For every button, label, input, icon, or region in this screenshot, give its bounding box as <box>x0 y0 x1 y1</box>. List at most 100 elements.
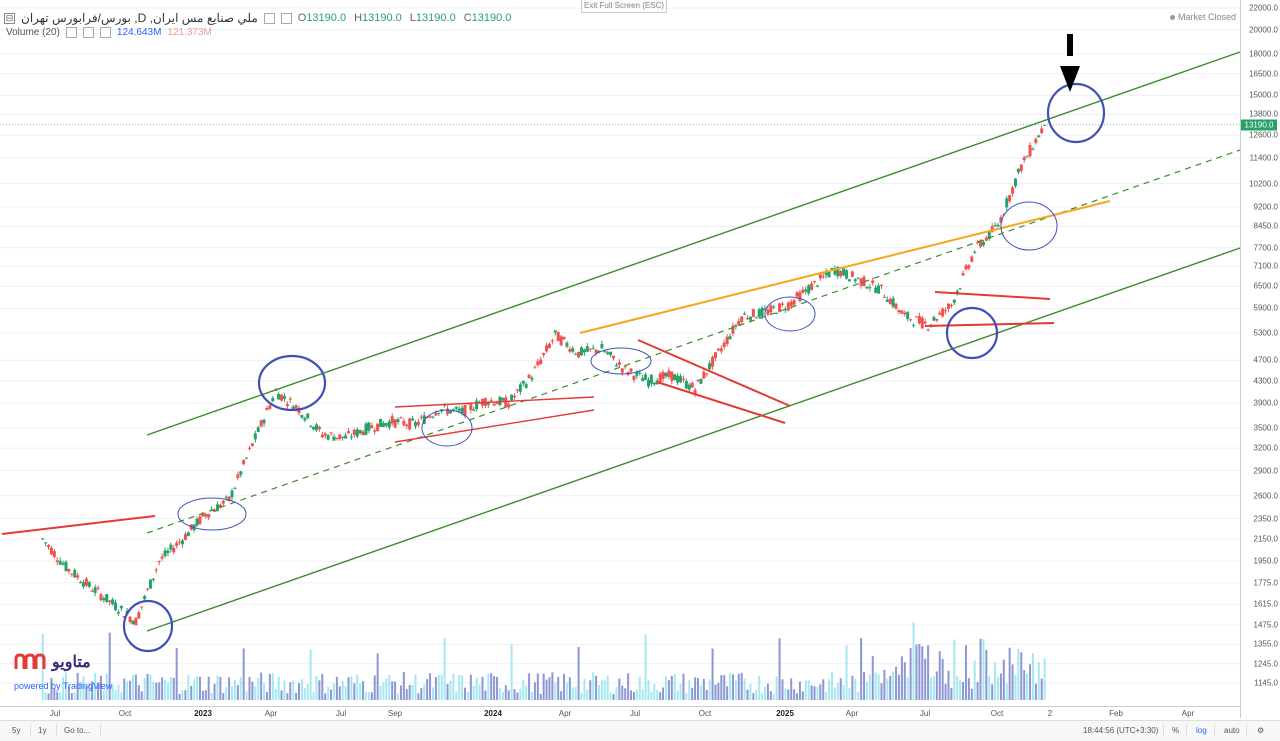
candle-body <box>588 348 592 350</box>
volume-bar <box>321 673 324 700</box>
settings-icon[interactable] <box>65 27 77 38</box>
visibility-icon[interactable] <box>280 12 292 24</box>
candle-body <box>970 256 974 262</box>
candle-body <box>195 518 199 526</box>
volume-bar <box>627 673 630 700</box>
volume-bar <box>691 687 694 700</box>
log-toggle[interactable]: log <box>1196 726 1207 735</box>
volume-bar <box>82 676 85 700</box>
candle-body <box>772 306 776 308</box>
candle-body <box>958 288 962 290</box>
candle-body <box>183 534 187 540</box>
candle-body <box>641 378 645 382</box>
candle-body <box>530 377 534 380</box>
volume-bar <box>245 691 248 700</box>
volume-bar <box>257 677 260 700</box>
volume-bar <box>222 693 225 700</box>
candle-body <box>1022 157 1026 160</box>
volume-bar <box>1005 683 1008 700</box>
candle-body <box>52 551 56 558</box>
candle-body <box>224 496 228 498</box>
candle-body <box>944 310 948 312</box>
candle-body <box>399 417 403 419</box>
candle-body <box>914 316 918 318</box>
candle-body <box>376 423 380 432</box>
candle-body <box>102 598 106 601</box>
powered-by[interactable]: powered by TradingView <box>14 681 113 691</box>
candle-body <box>987 230 991 239</box>
candle-body <box>600 344 604 349</box>
candle-body <box>780 303 784 305</box>
candle-body <box>186 532 190 537</box>
candle-body <box>603 350 607 353</box>
volume-bar <box>877 674 880 700</box>
price-axis[interactable]: 22000.0 20000.0 18000.0 16500.0 15000.0 13800… <box>1240 0 1280 718</box>
candle-body <box>76 575 80 578</box>
time-axis[interactable]: Jul Oct 2023 Apr Jul Sep 2024 Apr Jul Oct 2025 Apr J… <box>0 706 1240 721</box>
candle-body <box>227 496 231 502</box>
volume-bar <box>516 692 519 700</box>
volume-bar <box>930 677 933 700</box>
volume-bar <box>729 673 732 700</box>
auto-toggle[interactable]: auto <box>1224 726 1240 735</box>
settings-icon[interactable]: ⚙ <box>1257 726 1265 735</box>
volume-bar <box>364 691 367 700</box>
candle-body <box>582 349 586 353</box>
volume-bar <box>595 675 598 700</box>
candle-body <box>99 594 103 601</box>
highlight-circle <box>1000 201 1058 251</box>
collapse-icon[interactable]: ⊟ <box>4 12 15 24</box>
volume-bar <box>59 692 62 700</box>
volume-bar <box>895 666 898 700</box>
volume-bar <box>667 680 670 700</box>
close-icon[interactable] <box>99 27 111 38</box>
price-tick-label: 4700.0 <box>1253 355 1278 365</box>
candle-body <box>833 268 837 275</box>
volume-bar <box>236 685 239 700</box>
candle-body <box>792 300 796 305</box>
volume-bar <box>740 672 743 700</box>
volume-bar <box>976 682 979 700</box>
pattern-line <box>394 409 595 443</box>
visibility-icon[interactable] <box>82 27 94 38</box>
candle-body <box>705 373 709 375</box>
candle-body <box>58 560 62 565</box>
range-5y-button[interactable]: 5y <box>12 726 21 735</box>
status-dot-icon <box>1169 15 1175 20</box>
settings-icon[interactable] <box>263 12 275 24</box>
candle-body <box>842 268 846 276</box>
volume-bar <box>1031 653 1034 700</box>
volume-bar <box>880 683 883 700</box>
candle-body <box>679 376 683 383</box>
candle-body <box>577 351 581 358</box>
candle-body <box>49 547 53 555</box>
volume-bar <box>688 680 691 700</box>
goto-button[interactable]: Go to... <box>64 726 91 735</box>
volume-bar <box>347 677 350 700</box>
volume-bar <box>117 684 120 700</box>
pattern-line <box>924 322 1055 327</box>
candle-body <box>265 407 269 411</box>
price-tick-label: 20000.0 <box>1249 25 1278 35</box>
volume-bar <box>417 693 420 700</box>
candle-body <box>329 432 333 434</box>
candle-body <box>649 374 653 384</box>
volume-bar <box>289 682 292 700</box>
volume-bar <box>225 687 228 700</box>
volume-bar <box>1023 670 1026 700</box>
candle-body <box>306 413 310 419</box>
exit-fullscreen-button[interactable]: Exit Full Screen (ESC) <box>581 0 667 13</box>
candle-body <box>946 303 950 309</box>
candle-body <box>635 371 639 376</box>
percent-toggle[interactable]: % <box>1172 726 1180 735</box>
volume-bar <box>216 675 219 700</box>
volume-bar <box>551 672 554 700</box>
volume-bar <box>784 688 787 700</box>
range-1y-button[interactable]: 1y <box>38 726 47 735</box>
candle-body <box>644 374 648 380</box>
candle-body <box>751 309 755 317</box>
candle-body <box>163 550 167 557</box>
volume-bar <box>429 673 432 700</box>
